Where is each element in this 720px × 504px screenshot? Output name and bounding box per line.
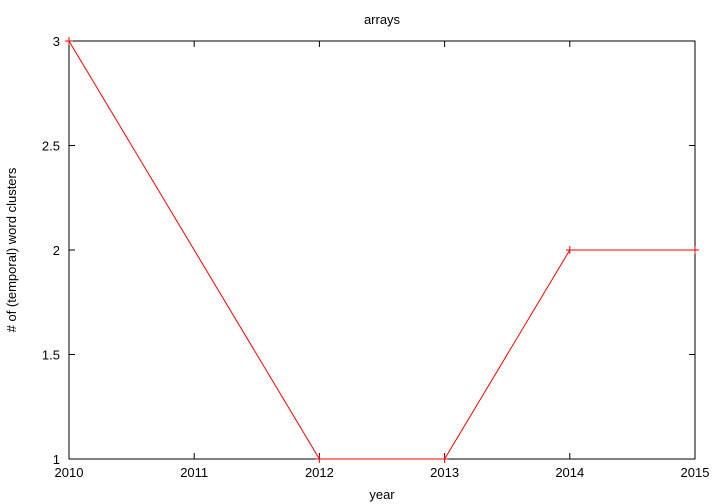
tick-labels-group: 2010 2011 2012 2013 2014 2015 1 1.5 2 2.5 3 bbox=[42, 34, 710, 480]
y-axis-label: # of (temporal) word clusters bbox=[4, 167, 19, 332]
ticks-group bbox=[68, 40, 696, 460]
data-point bbox=[440, 455, 449, 463]
x-tick-label: 2010 bbox=[55, 465, 84, 480]
x-tick-label: 2011 bbox=[180, 465, 208, 480]
x-tick-label: 2015 bbox=[681, 465, 710, 480]
y-tick-label: 2 bbox=[53, 243, 60, 258]
data-point bbox=[315, 455, 324, 463]
data-point bbox=[65, 37, 73, 45]
series-line bbox=[68, 40, 695, 460]
y-tick-label: 2.5 bbox=[42, 139, 60, 154]
data-point bbox=[691, 246, 699, 254]
chart-title: arrays bbox=[364, 12, 401, 27]
y-tick-label: 3 bbox=[53, 34, 60, 49]
series-group bbox=[65, 37, 699, 463]
x-tick-label: 2013 bbox=[430, 465, 459, 480]
x-tick-label: 2014 bbox=[555, 465, 584, 480]
x-axis-label: year bbox=[369, 487, 395, 502]
x-tick-label: 2012 bbox=[305, 465, 334, 480]
y-tick-label: 1.5 bbox=[42, 348, 60, 363]
data-point bbox=[565, 246, 574, 254]
y-tick-label: 1 bbox=[53, 452, 60, 467]
